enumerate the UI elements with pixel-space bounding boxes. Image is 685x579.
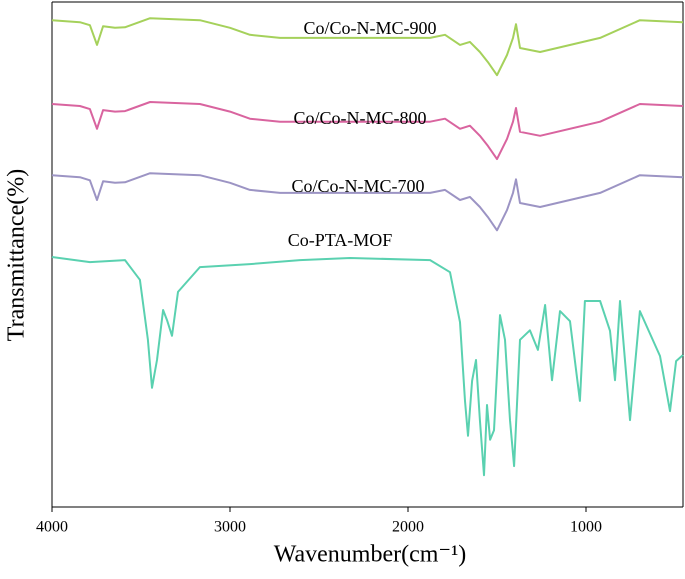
x-tick-label: 3000: [214, 519, 246, 536]
spectrum-line: [51, 101, 684, 161]
spectrum-line: [51, 256, 684, 477]
series-label: Co-PTA-MOF: [288, 230, 393, 250]
series-label: Co/Co-N-MC-800: [293, 108, 426, 128]
series-label: Co/Co-N-MC-700: [291, 176, 424, 196]
x-tick-label: 1000: [570, 519, 602, 536]
spectrum-line: [51, 172, 684, 232]
series-label: Co/Co-N-MC-900: [303, 18, 436, 38]
spectrum-line: [51, 17, 684, 77]
x-tick-label: 2000: [392, 519, 424, 536]
y-axis-label: Transmittance(%): [4, 169, 30, 341]
x-tick-label: 4000: [36, 519, 68, 536]
x-axis-label: Wavenumber(cm⁻¹): [274, 542, 467, 568]
